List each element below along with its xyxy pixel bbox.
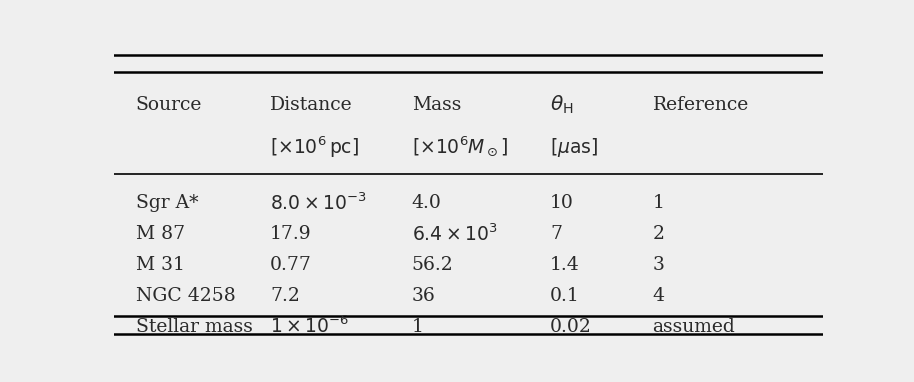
Text: 4.0: 4.0 (411, 194, 441, 212)
Text: $6.4\times10^{3}$: $6.4\times10^{3}$ (411, 223, 498, 245)
Text: Mass: Mass (411, 96, 462, 114)
Text: Reference: Reference (653, 96, 749, 114)
Text: $[\times 10^6 M_\odot]$: $[\times 10^6 M_\odot]$ (411, 135, 508, 159)
Text: 1.4: 1.4 (550, 256, 579, 274)
Text: $1 \times 10^{-6}$: $1 \times 10^{-6}$ (271, 316, 349, 337)
Text: 4: 4 (653, 287, 664, 305)
Text: 7: 7 (550, 225, 562, 243)
Text: M 31: M 31 (135, 256, 185, 274)
Text: Distance: Distance (271, 96, 353, 114)
Text: 17.9: 17.9 (271, 225, 312, 243)
Text: 1: 1 (653, 194, 664, 212)
Text: $[\times 10^6\,\mathrm{pc}]$: $[\times 10^6\,\mathrm{pc}]$ (271, 134, 359, 160)
Text: 56.2: 56.2 (411, 256, 453, 274)
Text: 36: 36 (411, 287, 435, 305)
Text: Stellar mass: Stellar mass (135, 318, 252, 336)
Text: 0.1: 0.1 (550, 287, 579, 305)
Text: $[\mu\mathrm{as}]$: $[\mu\mathrm{as}]$ (550, 136, 598, 159)
Text: $8.0 \times 10^{-3}$: $8.0 \times 10^{-3}$ (271, 193, 367, 214)
Text: $\theta_{\mathrm{H}}$: $\theta_{\mathrm{H}}$ (550, 94, 573, 116)
Text: 0.02: 0.02 (550, 318, 591, 336)
Text: M 87: M 87 (135, 225, 185, 243)
Text: Sgr A*: Sgr A* (135, 194, 198, 212)
Text: 3: 3 (653, 256, 664, 274)
Text: 7.2: 7.2 (271, 287, 300, 305)
Text: 10: 10 (550, 194, 574, 212)
Text: Source: Source (135, 96, 202, 114)
Text: NGC 4258: NGC 4258 (135, 287, 235, 305)
Text: assumed: assumed (653, 318, 736, 336)
Text: 1: 1 (411, 318, 423, 336)
Text: 2: 2 (653, 225, 664, 243)
Text: 0.77: 0.77 (271, 256, 312, 274)
